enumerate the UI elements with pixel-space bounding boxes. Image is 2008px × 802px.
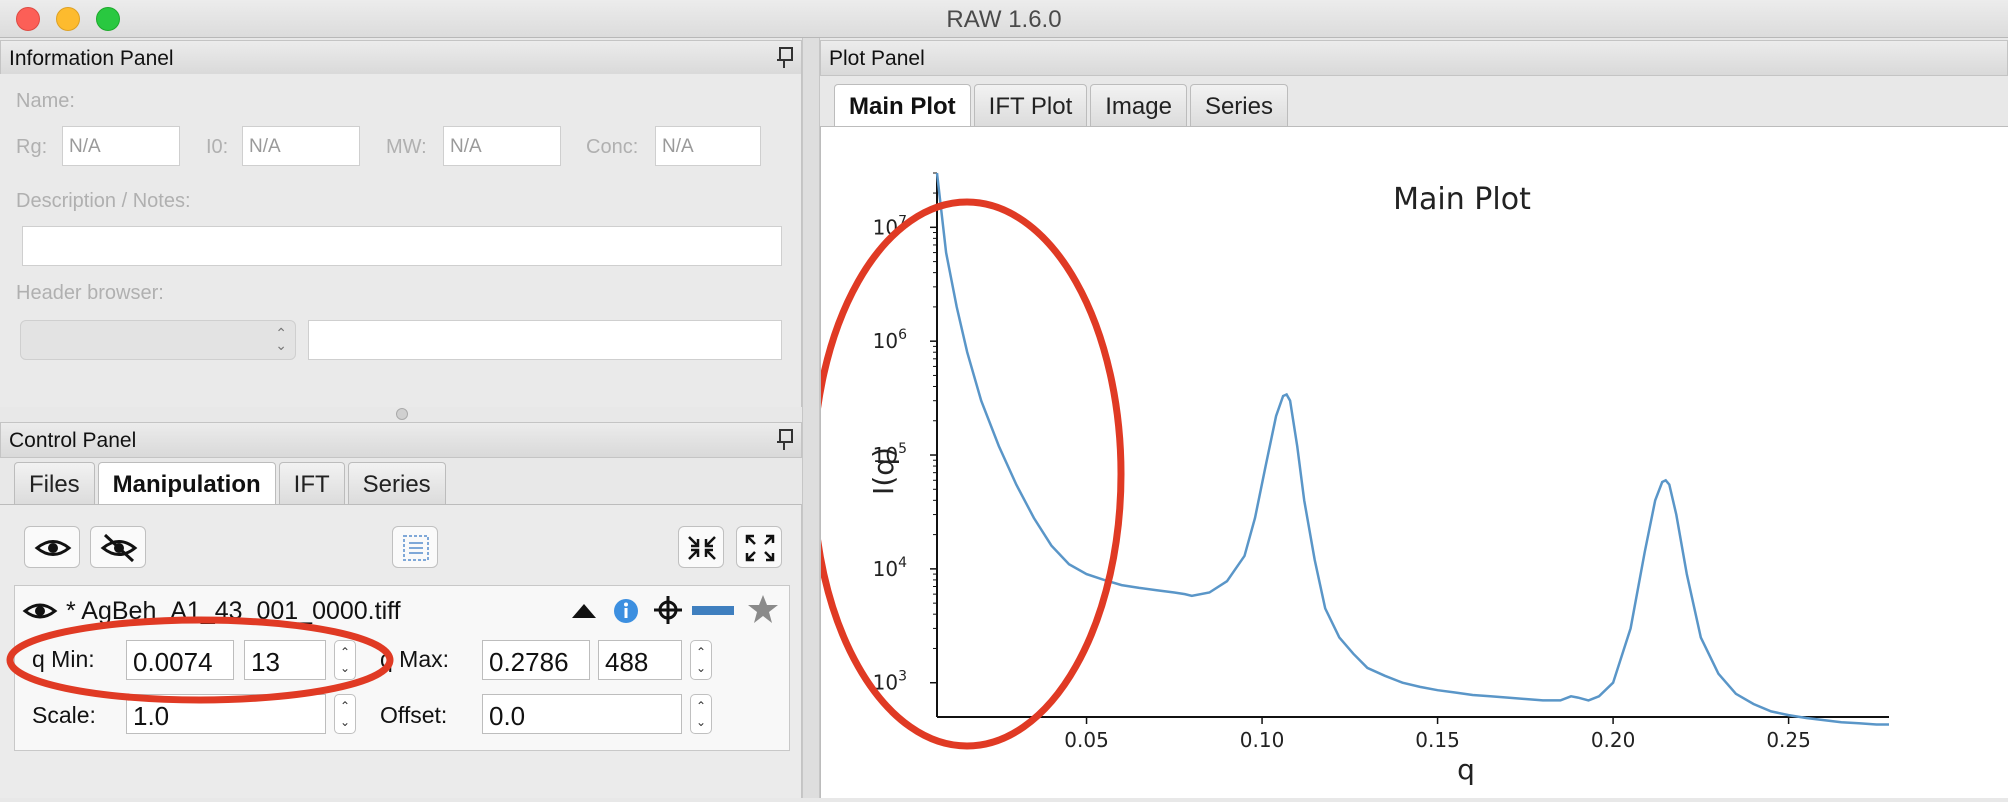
i0-field: N/A	[242, 126, 360, 166]
triangle-up-icon[interactable]	[570, 600, 598, 622]
eye-icon[interactable]	[22, 596, 58, 626]
tab-series[interactable]: Series	[347, 462, 446, 504]
window-titlebar: RAW 1.6.0	[0, 0, 2008, 38]
qmax-input[interactable]: 0.2786	[482, 640, 590, 680]
mw-label: MW:	[386, 136, 427, 158]
hide-all-button[interactable]	[90, 526, 146, 568]
pin-icon[interactable]	[777, 47, 793, 69]
annotation-ellipse-plot	[809, 198, 1125, 750]
x-tick-label: 0.05	[1064, 728, 1109, 752]
header-browser-label: Header browser:	[16, 282, 164, 304]
y-tick-label: 104	[873, 555, 907, 581]
qmax-index-input[interactable]: 488	[598, 640, 682, 680]
offset-input[interactable]: 0.0	[482, 694, 682, 734]
qmin-index-input[interactable]: 13	[244, 640, 326, 680]
chevron-updown-icon: ⌃ ⌄	[275, 325, 287, 353]
pin-icon[interactable]	[777, 429, 793, 451]
eye-slash-icon	[100, 533, 138, 563]
chart-series	[935, 172, 1889, 726]
tab-files[interactable]: Files	[14, 462, 95, 504]
tab-image[interactable]: Image	[1090, 84, 1187, 126]
mw-field: N/A	[443, 126, 561, 166]
qmin-input[interactable]: 0.0074	[126, 640, 234, 680]
zoom-window-button[interactable]	[96, 7, 120, 31]
plot-panel-tabs: Main Plot IFT Plot Image Series	[834, 84, 1291, 126]
description-label: Description / Notes:	[16, 190, 191, 212]
select-list-icon	[403, 535, 429, 561]
window-title: RAW 1.6.0	[946, 6, 1062, 33]
show-all-button[interactable]	[24, 526, 80, 568]
collapse-all-button[interactable]	[678, 526, 724, 568]
tab-main-plot[interactable]: Main Plot	[834, 84, 971, 126]
x-tick-label: 0.20	[1591, 728, 1636, 752]
scale-stepper[interactable]: ⌃ ⌄	[334, 694, 356, 734]
close-window-button[interactable]	[16, 7, 40, 31]
information-panel-header: Information Panel	[0, 40, 802, 76]
information-panel-title: Information Panel	[9, 47, 174, 70]
offset-label: Offset:	[380, 702, 448, 728]
rg-label: Rg:	[16, 136, 48, 158]
scale-label: Scale:	[32, 702, 96, 728]
line-color-swatch[interactable]	[692, 606, 734, 615]
tab-ift-plot[interactable]: IFT Plot	[973, 84, 1088, 126]
offset-stepper[interactable]: ⌃ ⌄	[690, 694, 712, 734]
header-browser-select: ⌃ ⌄	[20, 320, 296, 360]
x-tick-label: 0.25	[1766, 728, 1811, 752]
minimize-window-button[interactable]	[56, 7, 80, 31]
name-label: Name:	[16, 90, 75, 112]
main-plot-chart[interactable]: Main Plot q I(q) 0.05 0.10 0.15 0.20 0.25103…	[809, 127, 2007, 797]
x-tick-label: 0.15	[1415, 728, 1460, 752]
eye-icon	[34, 540, 72, 556]
plot-panel-header: Plot Panel	[820, 40, 2008, 76]
header-value-field	[308, 320, 782, 360]
rg-field: N/A	[62, 126, 180, 166]
y-tick-label: 105	[873, 441, 907, 467]
qmin-label: q Min:	[32, 646, 95, 672]
info-icon[interactable]	[612, 597, 640, 625]
conc-label: Conc:	[586, 136, 639, 158]
x-axis-label: q	[1457, 753, 1475, 786]
y-axis-label: I(q)	[867, 447, 900, 495]
plot-panel-title: Plot Panel	[829, 47, 925, 70]
select-all-button[interactable]	[392, 526, 438, 568]
y-tick-label: 106	[873, 327, 907, 353]
chart-title: Main Plot	[1393, 182, 1531, 217]
control-panel-header: Control Panel	[0, 422, 802, 458]
tab-series[interactable]: Series	[1189, 84, 1288, 126]
star-icon[interactable]	[746, 593, 780, 625]
conc-field: N/A	[655, 126, 761, 166]
tab-manipulation[interactable]: Manipulation	[97, 462, 276, 504]
i0-label: I0:	[206, 136, 229, 158]
information-panel: Name: Rg: N/A I0: N/A MW: N/A Conc: N/A …	[0, 74, 802, 407]
qmax-index-stepper[interactable]: ⌃ ⌄	[690, 640, 712, 680]
expand-all-button[interactable]	[736, 526, 782, 568]
tab-ift[interactable]: IFT	[278, 462, 345, 504]
series-line	[935, 172, 1889, 726]
collapse-icon	[688, 536, 716, 560]
qmin-index-stepper[interactable]: ⌃ ⌄	[334, 640, 356, 680]
splitter-handle[interactable]	[396, 408, 408, 420]
expand-icon	[745, 534, 775, 562]
target-icon[interactable]	[652, 594, 684, 626]
description-field	[22, 226, 782, 266]
plot-canvas[interactable]: Main Plot q I(q) 0.05 0.10 0.15 0.20 0.25 103…	[809, 126, 2008, 798]
annotation-ellipse-qmin	[6, 616, 394, 704]
control-panel-tabs: Files Manipulation IFT Series	[14, 462, 449, 504]
panel-splitter[interactable]	[802, 38, 820, 798]
control-panel-title: Control Panel	[9, 429, 137, 452]
x-tick-label: 0.10	[1240, 728, 1285, 752]
